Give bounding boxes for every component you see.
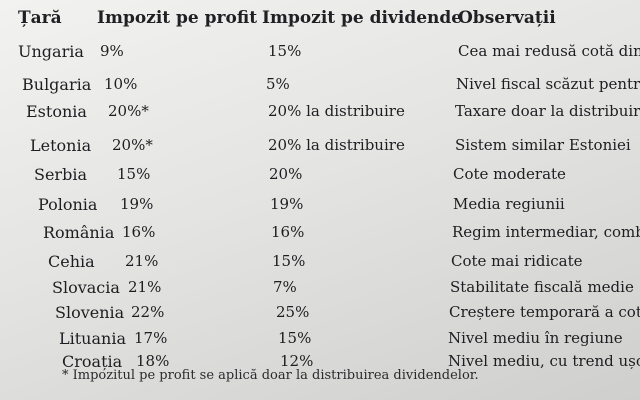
dividend-tax-cell: 12% [280,352,314,370]
header-dividend-tax: Impozit pe dividende [262,8,463,28]
notes-cell: Media regiunii [453,197,565,212]
notes-cell: Sistem similar Estoniei [455,138,631,153]
country-cell: Lituania [59,329,126,348]
profit-tax-cell: 21% [128,278,162,296]
profit-tax-cell: 16% [122,223,156,241]
profit-tax-cell: 19% [120,195,154,213]
profit-tax-cell: 18% [136,352,170,370]
dividend-tax-cell: 7% [273,278,297,296]
dividend-tax-cell: 20% [269,165,303,183]
country-cell: Slovenia [55,303,125,322]
notes-cell: Taxare doar la distribuire [455,104,640,119]
profit-tax-cell: 10% [104,75,138,93]
notes-cell: Creștere temporară a cot [449,305,640,320]
profit-tax-cell: 20%* [112,136,153,154]
footnote: * Impozitul pe profit se aplică doar la … [62,368,479,383]
notes-cell: Stabilitate fiscală medie [450,280,634,295]
notes-cell: Nivel mediu, cu trend ușo [448,354,640,369]
dividend-tax-cell: 20% la distribuire [268,136,405,154]
notes-cell: Nivel mediu în regiune [448,331,623,346]
dividend-tax-cell: 19% [270,195,304,213]
profit-tax-cell: 15% [117,165,151,183]
profit-tax-cell: 20%* [108,102,149,120]
country-cell: Bulgaria [22,75,92,94]
country-cell: Letonia [30,136,92,155]
notes-cell: Cote moderate [453,167,566,182]
header-country: Țară [18,8,62,28]
profit-tax-cell: 22% [131,303,165,321]
profit-tax-cell: 9% [100,42,124,60]
country-cell: Slovacia [52,278,120,297]
profit-tax-cell: 21% [125,252,159,270]
country-cell: Cehia [48,252,95,271]
dividend-tax-cell: 5% [266,75,290,93]
country-cell: Ungaria [18,42,84,61]
notes-cell: Cea mai redusă cotă din U [458,44,640,59]
country-cell: Serbia [34,165,87,184]
country-cell: Estonia [26,102,87,121]
country-cell: Croația [62,352,123,371]
dividend-tax-cell: 15% [268,42,302,60]
notes-cell: Cote mai ridicate [451,254,583,269]
notes-cell: Regim intermediar, comb [452,225,640,240]
notes-cell: Nivel fiscal scăzut pentru [456,77,640,92]
profit-tax-cell: 17% [134,329,168,347]
country-cell: Polonia [38,195,98,214]
dividend-tax-cell: 25% [276,303,310,321]
header-profit-tax: Impozit pe profit [97,8,258,28]
header-notes: Observații [458,8,556,28]
dividend-tax-cell: 15% [278,329,312,347]
dividend-tax-cell: 15% [272,252,306,270]
country-cell: România [43,223,115,242]
dividend-tax-cell: 16% [271,223,305,241]
dividend-tax-cell: 20% la distribuire [268,102,405,120]
